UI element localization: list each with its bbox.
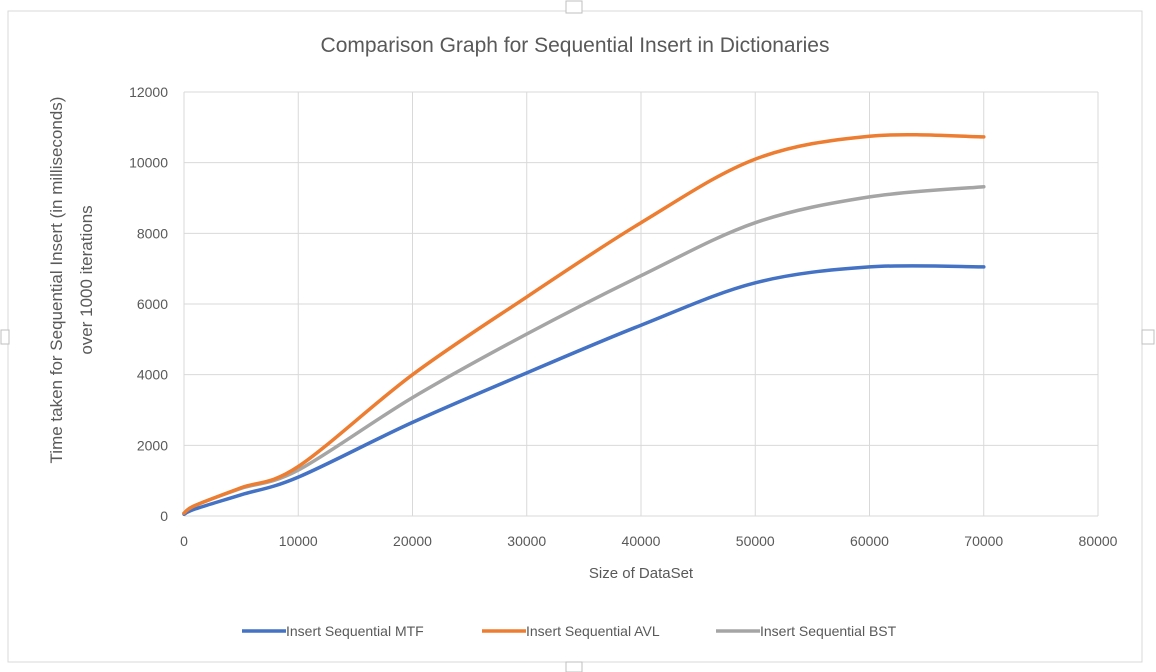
chart-title: Comparison Graph for Sequential Insert i… bbox=[321, 34, 830, 57]
y-tick-label: 6000 bbox=[137, 296, 168, 312]
gridlines bbox=[183, 91, 1099, 517]
x-tick-label: 80000 bbox=[1079, 533, 1118, 549]
y-axis-label: Time taken for Sequential Insert (in mil… bbox=[47, 97, 96, 464]
y-tick-label: 8000 bbox=[137, 225, 168, 241]
x-tick-label: 50000 bbox=[736, 533, 775, 549]
resize-handle-left[interactable] bbox=[0, 329, 10, 345]
legend-label: Insert Sequential MTF bbox=[286, 623, 424, 639]
x-tick-label: 40000 bbox=[622, 533, 661, 549]
series-line-insert-sequential-avl[interactable] bbox=[182, 132, 986, 515]
x-tick-label: 30000 bbox=[507, 533, 546, 549]
y-tick-label: 12000 bbox=[129, 84, 168, 100]
legend-item-insert-sequential-bst[interactable]: Insert Sequential BST bbox=[716, 623, 897, 639]
resize-handle-right[interactable] bbox=[1141, 329, 1155, 345]
x-axis-tick-labels: 0 10000 20000 30000 40000 50000 60000 70000 8000… bbox=[180, 533, 1118, 549]
y-tick-label: 0 bbox=[160, 508, 168, 524]
y-axis-label-line1: Time taken for Sequential Insert (in mil… bbox=[47, 97, 66, 464]
legend[interactable]: Insert Sequential MTF Insert Sequential A… bbox=[242, 623, 897, 639]
x-axis-label: Size of DataSet bbox=[589, 565, 694, 582]
x-tick-label: 20000 bbox=[393, 533, 432, 549]
series-line-insert-sequential-mtf[interactable] bbox=[182, 264, 986, 516]
legend-item-insert-sequential-mtf[interactable]: Insert Sequential MTF bbox=[242, 623, 424, 639]
legend-item-insert-sequential-avl[interactable]: Insert Sequential AVL bbox=[482, 623, 660, 639]
legend-label: Insert Sequential BST bbox=[760, 623, 897, 639]
resize-handle-bottom[interactable] bbox=[565, 661, 583, 672]
x-tick-label: 60000 bbox=[850, 533, 889, 549]
x-tick-label: 10000 bbox=[279, 533, 318, 549]
y-tick-label: 10000 bbox=[129, 155, 168, 171]
x-tick-label: 0 bbox=[180, 533, 188, 549]
y-tick-label: 4000 bbox=[137, 367, 168, 383]
y-axis-tick-labels: 0 2000 4000 6000 8000 10000 12000 bbox=[129, 84, 168, 524]
series-lines bbox=[182, 132, 986, 516]
x-tick-label: 70000 bbox=[964, 533, 1003, 549]
y-tick-label: 2000 bbox=[137, 437, 168, 453]
resize-handle-top[interactable] bbox=[565, 0, 583, 14]
legend-label: Insert Sequential AVL bbox=[526, 623, 660, 639]
y-axis-label-line2: over 1000 iterations bbox=[77, 205, 96, 354]
